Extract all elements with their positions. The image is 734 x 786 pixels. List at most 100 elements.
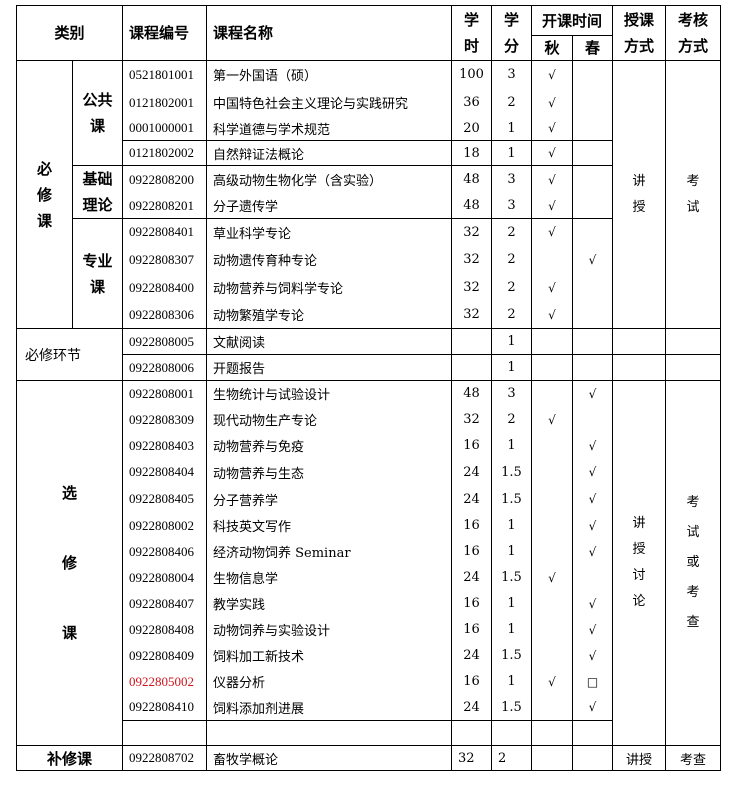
- course-code: 0922808002: [122, 512, 207, 539]
- table-row: 0922808307 动物遗传育种专论 32 2 √: [17, 245, 721, 274]
- header-name: 课程名称: [206, 5, 452, 61]
- course-credits: 1.5: [491, 485, 532, 513]
- course-credits: 2: [491, 273, 532, 302]
- table-row: 0922808400 动物营养与饲料学专论 32 2 √: [17, 273, 721, 302]
- assessment-elective-cell: 考试或考查: [665, 380, 721, 746]
- table-row: 0922808407 教学实践 16 1 √: [17, 590, 721, 617]
- course-credits: 3: [491, 60, 532, 89]
- course-name: 饲料添加剂进展: [206, 694, 452, 721]
- course-hours: 32: [451, 273, 492, 302]
- table-row: 0922808306 动物繁殖学专论 32 2 √: [17, 301, 721, 329]
- course-name: 动物营养与饲料学专论: [206, 273, 452, 302]
- group-public-cell: 公共课: [72, 60, 123, 166]
- course-name: 仪器分析: [206, 668, 452, 695]
- group-public: 公共课: [82, 91, 113, 135]
- group-major-cell: 专业课: [72, 218, 123, 329]
- course-credits: 1: [491, 538, 532, 565]
- course-code: 0922808005: [122, 328, 207, 355]
- table-row: 必修环节 0922808005 文献阅读 1: [16, 328, 721, 381]
- group-basic: 基础理论: [82, 170, 113, 214]
- assessment-exam: 考试: [686, 173, 700, 215]
- course-code: 0922808201: [122, 193, 207, 220]
- spring-mark: √: [572, 432, 613, 459]
- course-hours: 32: [451, 245, 492, 274]
- course-credits: 1: [491, 354, 532, 381]
- spring-mark: √: [572, 694, 613, 721]
- table-row: 0922808404 动物营养与生态 24 1.5 √: [17, 458, 721, 486]
- table-row: 0922808309 现代动物生产专论 32 2 √: [17, 406, 721, 433]
- course-credits: 2: [491, 218, 532, 246]
- spring-mark: [572, 88, 613, 117]
- course-code: 0121802002: [122, 140, 207, 166]
- course-code: 0922808410: [122, 694, 207, 721]
- teaching-empty: [612, 328, 666, 355]
- course-credits: 1.5: [491, 458, 532, 486]
- spring-mark: √: [572, 380, 613, 407]
- table-row: 0922808409 饲料加工新技术 24 1.5 √: [17, 642, 721, 669]
- course-name: [206, 720, 452, 746]
- course-name: 科技英文写作: [206, 512, 452, 539]
- course-code: 0922808400: [122, 273, 207, 302]
- course-credits: 1: [491, 432, 532, 459]
- course-code: 0922808407: [122, 590, 207, 617]
- autumn-mark: √: [531, 218, 573, 246]
- spring-mark: [572, 140, 613, 166]
- assessment-exam-cell: 考试: [665, 60, 721, 329]
- course-name: 畜牧学概论: [206, 745, 452, 771]
- autumn-mark: √: [531, 116, 573, 141]
- course-credits: 1: [491, 512, 532, 539]
- table-row: 专业课 0922808401 草业科学专论 32 2 √: [17, 218, 721, 329]
- course-name: 开题报告: [206, 354, 452, 381]
- course-credits: 1.5: [491, 564, 532, 591]
- course-name: 现代动物生产专论: [206, 406, 452, 433]
- table-row: 0922808006 开题报告 1: [17, 354, 721, 381]
- course-name: 动物遗传育种专论: [206, 245, 452, 274]
- autumn-mark: [531, 590, 573, 617]
- table-row: 选修课 0922808001 生物统计与试验设计 48 3 √ 讲授讨论 考试或考查: [16, 380, 721, 746]
- course-code: 0922808004: [122, 564, 207, 591]
- course-credits: 2: [491, 745, 532, 771]
- spring-mark: √: [572, 590, 613, 617]
- header-credits: 学分: [503, 11, 519, 55]
- course-name: 动物饲养与实验设计: [206, 616, 452, 643]
- course-code: 0001000001: [122, 116, 207, 141]
- course-hours: 24: [451, 485, 492, 513]
- autumn-mark: [531, 745, 573, 771]
- autumn-mark: √: [531, 406, 573, 433]
- autumn-mark: √: [531, 88, 573, 117]
- course-code: [122, 720, 207, 746]
- course-credits: [491, 720, 532, 746]
- course-name: 草业科学专论: [206, 218, 452, 246]
- course-hours: 48: [451, 193, 492, 220]
- autumn-mark: [531, 538, 573, 565]
- header-spring: 春: [572, 35, 613, 61]
- teaching-elective: 讲授讨论: [632, 516, 646, 609]
- course-hours: 18: [451, 140, 492, 166]
- assessment-empty: [665, 328, 721, 355]
- spring-mark: √: [572, 245, 613, 274]
- assessment-elective: 考试或考查: [686, 495, 700, 630]
- course-hours: 36: [451, 88, 492, 117]
- spring-mark: [572, 354, 613, 381]
- table-row: 0922808406 经济动物饲养 Seminar 16 1 √: [17, 538, 721, 565]
- course-hours: 16: [451, 432, 492, 459]
- course-hours: 16: [451, 538, 492, 565]
- course-hours: 32: [451, 745, 492, 771]
- teaching-empty: [612, 354, 666, 381]
- teaching-lecture-cell: 讲授: [612, 60, 666, 329]
- table-row: 0922805002 仪器分析 16 1 √ □: [17, 668, 721, 695]
- spring-mark: [572, 745, 613, 771]
- autumn-mark: √: [531, 60, 573, 89]
- autumn-mark: [531, 485, 573, 513]
- spring-mark: √: [572, 458, 613, 486]
- course-credits: 2: [491, 88, 532, 117]
- course-credits: 1: [491, 328, 532, 355]
- autumn-mark: [531, 642, 573, 669]
- course-hours: [451, 328, 492, 355]
- course-code: 0922805002: [122, 668, 207, 695]
- autumn-mark: √: [531, 193, 573, 220]
- spring-mark: √: [572, 485, 613, 513]
- table-row: [17, 720, 721, 746]
- course-hours: [451, 720, 492, 746]
- table-row: 必修课 公共课 0521801001 第一外国语（硕） 100 3 √ 讲授 考试: [16, 60, 721, 329]
